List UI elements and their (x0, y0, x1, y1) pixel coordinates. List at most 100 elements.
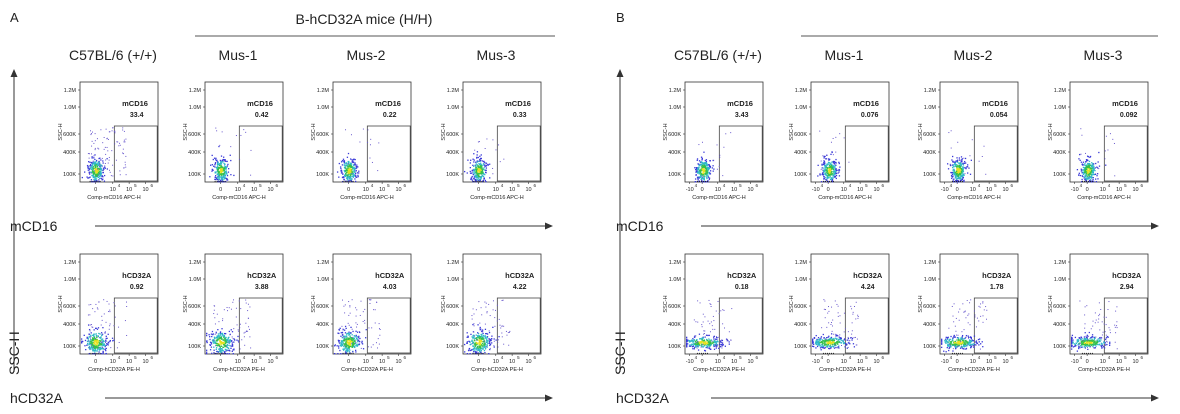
event-dot (94, 170, 96, 172)
event-dot (474, 350, 476, 352)
event-dot (833, 166, 835, 168)
x-tick-exponent: 4 (950, 183, 953, 188)
event-dot (963, 346, 965, 348)
event-dot (90, 134, 92, 136)
event-dot (969, 342, 971, 344)
event-dot (847, 331, 849, 333)
x-tick-exponent: 6 (756, 355, 759, 360)
event-dot (721, 339, 724, 342)
event-dot (229, 341, 231, 343)
event-dot (833, 173, 835, 175)
event-dot (948, 341, 950, 343)
event-dot (961, 341, 963, 343)
event-dot (970, 345, 972, 347)
event-dot (713, 344, 715, 347)
event-dot (345, 180, 347, 182)
event-dot (476, 339, 479, 341)
event-dot (1083, 176, 1085, 178)
event-dot (232, 353, 234, 355)
event-dot (349, 305, 351, 307)
event-dot (477, 168, 479, 170)
event-dot (964, 157, 967, 160)
event-dot (481, 160, 483, 162)
event-dot (484, 345, 487, 347)
event-dot (96, 307, 98, 309)
event-dot (948, 349, 950, 352)
event-dot (945, 341, 947, 344)
event-dot (347, 176, 350, 178)
event-dot (1089, 164, 1091, 166)
event-dot (352, 341, 354, 344)
event-dot (349, 352, 351, 354)
event-dot (960, 168, 962, 170)
event-dot (94, 147, 96, 149)
event-dot (214, 164, 216, 166)
event-dot (698, 177, 700, 179)
y-tick-label: 1.0M (317, 277, 330, 283)
event-dot (339, 344, 342, 347)
event-dot (340, 332, 342, 334)
event-dot (489, 339, 491, 342)
event-dot (225, 177, 228, 180)
event-dot (350, 169, 352, 171)
event-dot (220, 345, 223, 347)
event-dot (837, 305, 839, 307)
event-dot (957, 343, 959, 345)
event-dot (704, 161, 707, 164)
event-dot (702, 166, 705, 168)
event-dot (357, 176, 359, 178)
event-dot (954, 325, 956, 327)
event-dot (235, 316, 237, 318)
event-dot (1086, 178, 1088, 181)
event-dot (1093, 169, 1095, 171)
event-dot (706, 177, 708, 179)
event-dot (833, 344, 836, 347)
event-dot (703, 181, 706, 183)
event-dot (342, 176, 345, 178)
event-dot (812, 343, 814, 345)
event-dot (215, 348, 217, 351)
event-dot (340, 161, 343, 163)
event-dot (711, 167, 713, 169)
event-dot (470, 172, 473, 174)
event-dot (99, 340, 101, 342)
event-dot (1087, 170, 1089, 172)
event-dot (98, 160, 100, 163)
event-dot (704, 164, 706, 167)
event-dot (1078, 172, 1080, 174)
event-dot (350, 134, 352, 136)
event-dot (693, 319, 695, 321)
event-dot (963, 337, 965, 340)
x-tick-exponent: 4 (978, 355, 981, 360)
event-dot (855, 344, 857, 346)
event-dot (701, 159, 703, 161)
event-dot (355, 349, 357, 352)
event-dot (834, 344, 836, 346)
event-dot (710, 306, 712, 308)
event-dot (495, 309, 497, 311)
event-dot (830, 170, 833, 173)
event-dot (245, 331, 247, 333)
event-dot (492, 173, 494, 175)
event-dot (477, 170, 479, 173)
event-dot (88, 353, 90, 355)
event-dot (342, 328, 344, 330)
event-dot (87, 169, 89, 171)
event-dot (487, 340, 490, 342)
event-dot (837, 339, 840, 341)
event-dot (964, 167, 966, 169)
y-tick-label: 100K (316, 344, 329, 350)
event-dot (101, 341, 103, 343)
event-dot (367, 129, 369, 131)
event-dot (697, 167, 699, 170)
event-dot (211, 352, 213, 354)
event-dot (110, 175, 112, 177)
event-dot (93, 165, 95, 168)
event-dot (501, 300, 503, 302)
event-dot (704, 166, 706, 168)
x-tick-exponent: 4 (849, 183, 852, 188)
event-dot (499, 324, 501, 326)
event-dot (356, 309, 358, 311)
